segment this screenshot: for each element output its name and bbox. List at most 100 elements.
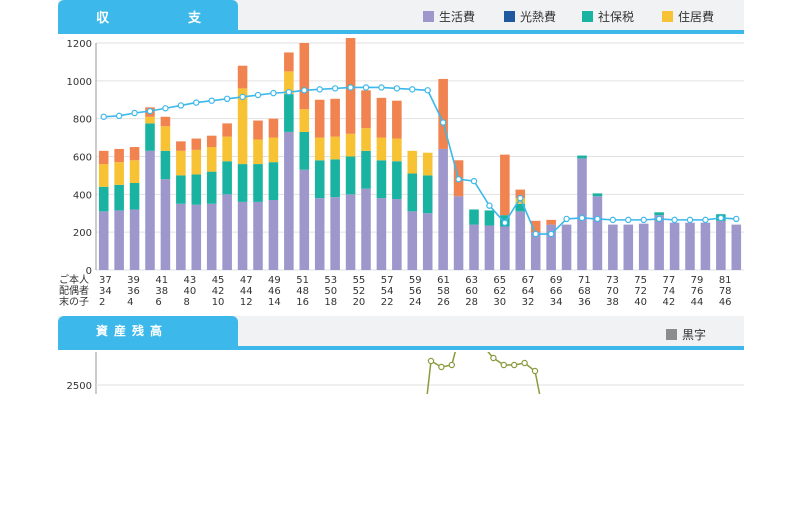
y-tick-label: 400	[73, 190, 92, 201]
surplus-point	[521, 359, 528, 367]
age-row-self-value: 75	[634, 275, 647, 286]
bar-segment	[654, 212, 664, 216]
bar-segment	[345, 133, 356, 157]
trend-point	[362, 84, 370, 91]
trend-point	[578, 214, 586, 222]
bar-segment	[330, 159, 340, 198]
legend-swatch-utilities	[504, 11, 515, 22]
trend-point	[146, 107, 154, 115]
trend-point	[270, 89, 277, 97]
age-row-spouse-value: 50	[324, 286, 337, 297]
bar-segment	[422, 175, 433, 214]
bar-segment	[330, 197, 340, 270]
legend-item-housing: 住居費	[662, 8, 714, 25]
bar-segment	[160, 179, 171, 270]
bar-segment	[392, 100, 402, 139]
bar-segment	[515, 203, 526, 212]
bar-segment	[314, 160, 325, 199]
tab-label-right: 支	[188, 11, 202, 26]
bar-segment	[314, 198, 325, 270]
age-row-self-value: 43	[184, 275, 197, 286]
age-row-child-value: 14	[268, 297, 281, 308]
bar-segment	[253, 120, 263, 140]
bar-segment	[176, 150, 186, 176]
income-expense-chart: 0 200 400 600 800 1000 1200 ご本人 37 39 41 43 45 47 49 5…	[59, 38, 744, 308]
trend-point	[162, 105, 169, 112]
bar-segment	[114, 184, 124, 211]
bar-segment	[284, 131, 294, 270]
age-row-spouse-value: 74	[662, 286, 675, 297]
bar-segment	[330, 98, 340, 137]
y-tick-label: 200	[73, 228, 92, 239]
bar-segment	[314, 137, 325, 161]
trend-point	[301, 87, 308, 94]
bar-segment	[376, 137, 387, 161]
legend-label-utilities: 光熱費	[520, 10, 557, 24]
bar-segment	[407, 173, 418, 212]
legend-item-living: 生活費	[423, 8, 475, 25]
age-row-self-value: 69	[550, 275, 563, 286]
bar-segment	[438, 148, 448, 270]
age-row-spouse-value: 54	[381, 286, 394, 297]
bar-segment	[592, 196, 603, 270]
bar-segment	[422, 152, 433, 176]
age-row-spouse-value: 34	[99, 286, 112, 297]
bar-segment	[345, 156, 356, 195]
bar-segment	[114, 210, 124, 270]
legend-label-housing: 住居費	[678, 10, 715, 24]
bar-segment	[669, 222, 680, 270]
age-row-child-value: 30	[493, 297, 506, 308]
bar-segment	[98, 150, 109, 165]
bar-segment	[623, 224, 634, 270]
bar-segment	[422, 213, 433, 270]
bar-segment	[206, 135, 217, 148]
age-row-spouse-value: 42	[212, 286, 225, 297]
trend-point	[686, 216, 694, 224]
age-row-child-value: 28	[465, 297, 478, 308]
age-row-child-value: 4	[127, 297, 133, 308]
age-row-spouse-value: 68	[578, 286, 591, 297]
bar-segment	[176, 203, 186, 270]
trend-point	[594, 215, 601, 223]
age-row-child-value: 12	[240, 297, 253, 308]
bar-segment	[438, 78, 448, 149]
legend-swatch-living	[423, 11, 434, 22]
bar-segment	[129, 147, 140, 161]
bar-segment	[592, 193, 603, 197]
bar-segment	[268, 200, 279, 270]
age-row-child-value: 44	[691, 297, 704, 308]
age-row-self-value: 45	[212, 275, 225, 286]
bar-segment	[98, 211, 109, 270]
age-row-spouse-value: 70	[606, 286, 619, 297]
bar-segment	[361, 188, 371, 270]
bar-segment	[299, 43, 310, 110]
age-row-self-value: 47	[240, 275, 253, 286]
y-tick-label: 0	[86, 266, 92, 277]
age-row-spouse-value: 76	[691, 286, 704, 297]
trend-point	[609, 216, 617, 224]
tab-assets-label: 資産残高	[96, 324, 169, 338]
bar-segment	[299, 109, 310, 132]
surplus-point	[511, 361, 518, 369]
bar-segment	[160, 126, 171, 151]
tab-assets[interactable]: 資産残高	[58, 316, 238, 346]
bar-segment	[206, 147, 217, 172]
bar-segment	[206, 203, 217, 270]
bar-segment	[577, 158, 587, 270]
tab-income-expense[interactable]: 収 支	[58, 0, 238, 30]
bar-segment	[530, 232, 541, 270]
age-row-child-value: 24	[409, 297, 422, 308]
age-row-child-value: 8	[184, 297, 190, 308]
age-row-spouse-value: 38	[155, 286, 168, 297]
bar-segment	[129, 209, 140, 270]
bar-segment	[237, 65, 248, 89]
bar-segment	[330, 136, 340, 160]
age-row-child-label: 末の子	[59, 295, 89, 308]
surplus-line	[426, 352, 541, 394]
tab-label-left: 収	[96, 11, 110, 26]
trend-point	[331, 85, 339, 92]
age-row-spouse-label: 配偶者	[59, 284, 89, 297]
trend-point	[409, 86, 416, 93]
trend-point	[424, 87, 431, 94]
